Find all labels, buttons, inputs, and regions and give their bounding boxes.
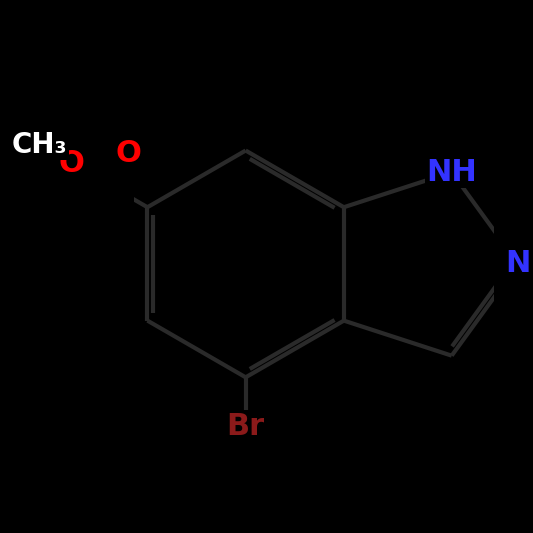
Text: Br: Br xyxy=(227,412,265,441)
Text: N: N xyxy=(506,249,531,278)
Text: O: O xyxy=(59,149,85,178)
Text: NH: NH xyxy=(426,158,477,187)
Text: O: O xyxy=(115,139,141,168)
Text: CH₃: CH₃ xyxy=(12,131,67,159)
